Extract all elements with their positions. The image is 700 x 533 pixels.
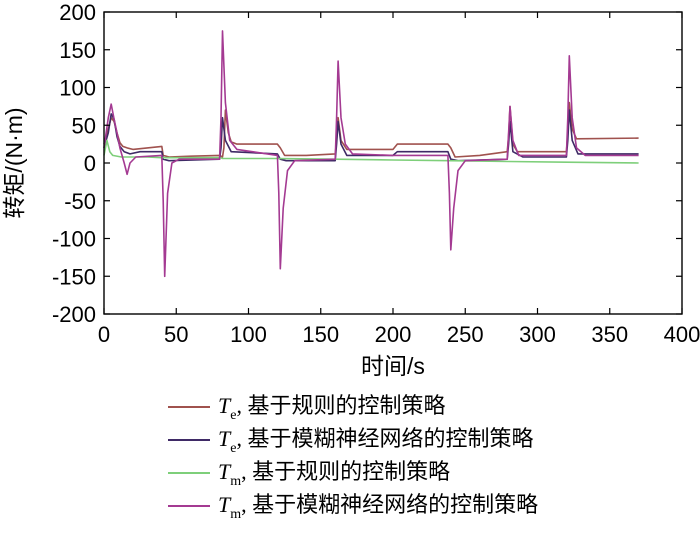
x-tick-label: 400 [664, 322, 700, 347]
legend-item-1: Te, 基于规则的控制策略 [168, 393, 445, 423]
y-axis-title: 转矩/(N·m) [1, 107, 27, 218]
y-tick-label: 150 [59, 38, 96, 63]
x-tick-label: 350 [591, 322, 628, 347]
y-tick-label: -100 [52, 227, 96, 252]
y-tick-label: 100 [59, 76, 96, 101]
series-line-1 [103, 101, 639, 158]
legend-item-2: Te, 基于模糊神经网络的控制策略 [168, 426, 533, 456]
y-tick-label: -150 [52, 264, 96, 289]
legend-item-3: Tm, 基于规则的控制策略 [168, 459, 450, 489]
y-tick-label: -50 [64, 189, 96, 214]
x-tick-label: 250 [447, 322, 484, 347]
x-tick-label: 50 [164, 322, 188, 347]
y-tick-label: 200 [59, 0, 96, 25]
y-tick-label: 0 [84, 151, 96, 176]
series-layer [103, 30, 639, 278]
legend-label: Te, 基于模糊神经网络的控制策略 [218, 426, 533, 456]
x-tick-label: 300 [519, 322, 556, 347]
legend-label: Tm, 基于模糊神经网络的控制策略 [218, 492, 538, 522]
series-line-3 [103, 139, 639, 164]
ticks-layer: 0 50 100 150 200 250 300 350 400 200 150 100 50 0 -50 -… [52, 0, 700, 347]
series-line-4 [103, 30, 639, 278]
x-tick-label: 200 [375, 322, 412, 347]
series-line-2 [103, 109, 639, 162]
x-axis-title: 时间/s [361, 353, 425, 379]
legend-label: Te, 基于规则的控制策略 [218, 393, 445, 423]
y-tick-label: -200 [52, 302, 96, 327]
y-tick-label: 50 [72, 113, 96, 138]
x-tick-label: 0 [98, 322, 110, 347]
legend-item-4: Tm, 基于模糊神经网络的控制策略 [168, 492, 538, 522]
x-tick-label: 100 [230, 322, 267, 347]
x-tick-label: 150 [302, 322, 339, 347]
legend-label: Tm, 基于规则的控制策略 [218, 459, 450, 489]
